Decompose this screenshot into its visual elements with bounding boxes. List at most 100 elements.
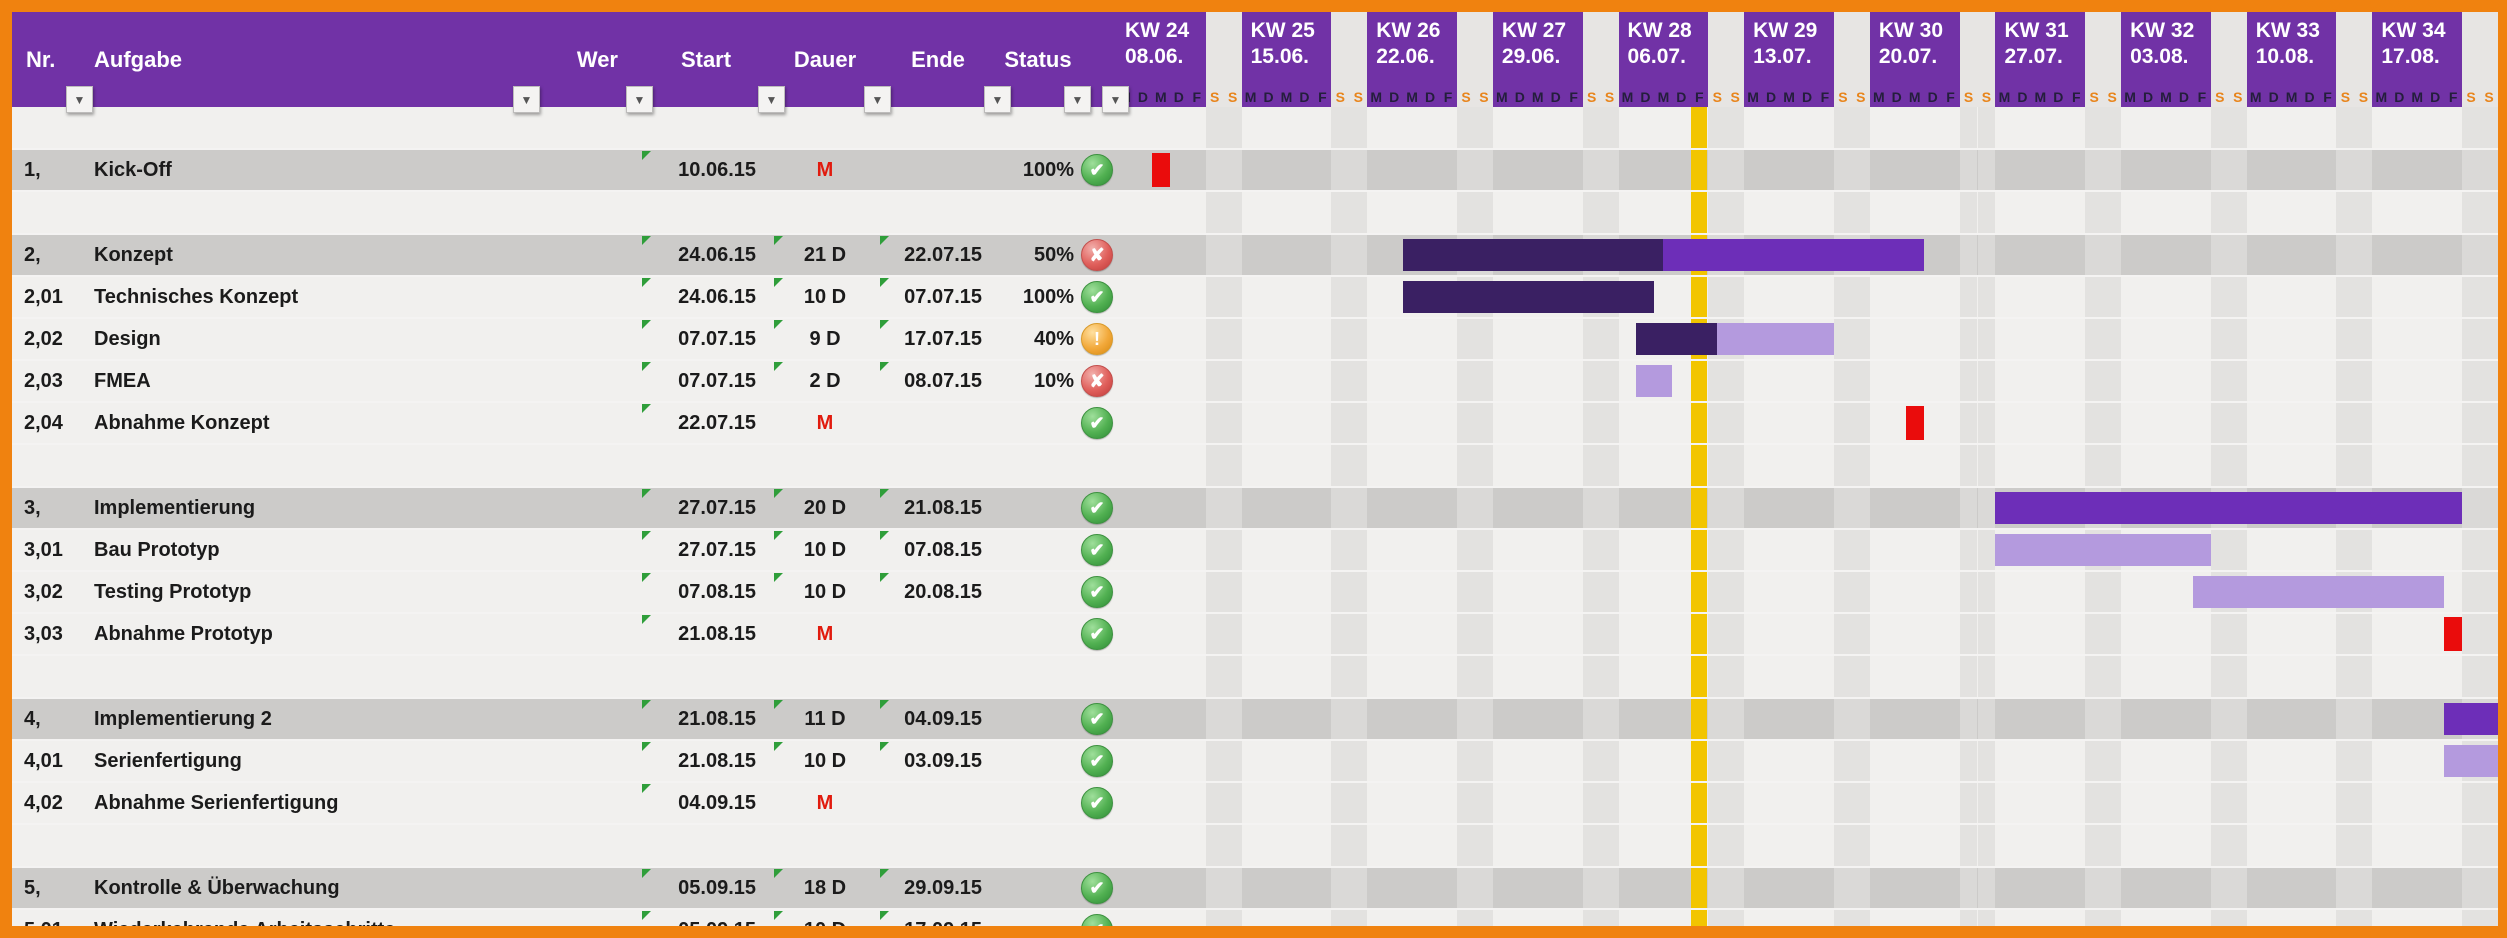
cell-wer[interactable] xyxy=(527,319,640,359)
cell-status-percent[interactable] xyxy=(998,488,1078,528)
cell-start[interactable]: 21.08.15 xyxy=(640,741,772,781)
cell-ende[interactable]: 07.08.15 xyxy=(878,530,998,570)
cell-ende[interactable] xyxy=(878,783,998,823)
cell-ende[interactable] xyxy=(878,656,998,697)
cell-status-icon[interactable] xyxy=(1078,192,1116,233)
cell-wer[interactable] xyxy=(527,235,640,275)
cell-task[interactable]: Technisches Konzept xyxy=(94,285,299,308)
cell-wer[interactable] xyxy=(527,192,640,233)
cell-status-icon[interactable] xyxy=(1078,656,1116,697)
cell-wer[interactable] xyxy=(527,107,640,148)
filter-button-wer[interactable]: ▼ xyxy=(626,86,653,113)
cell-dauer[interactable]: 21 D xyxy=(772,235,878,275)
cell-start[interactable] xyxy=(640,445,772,486)
cell-ende[interactable]: 22.07.15 xyxy=(878,235,998,275)
cell-wer[interactable] xyxy=(527,656,640,697)
cell-status-percent[interactable] xyxy=(998,741,1078,781)
cell-start[interactable]: 22.07.15 xyxy=(640,403,772,443)
cell-dauer[interactable]: 18 D xyxy=(772,868,878,908)
cell-wer[interactable] xyxy=(527,741,640,781)
column-header-status[interactable]: Status ▼ xyxy=(998,12,1091,113)
cell-ende[interactable] xyxy=(878,192,998,233)
filter-button-status[interactable]: ▼ xyxy=(1064,86,1091,113)
cell-dauer[interactable]: 20 D xyxy=(772,488,878,528)
cell-nr[interactable] xyxy=(12,445,80,486)
cell-wer[interactable] xyxy=(527,488,640,528)
cell-task[interactable] xyxy=(80,656,527,697)
cell-ende[interactable]: 20.08.15 xyxy=(878,572,998,612)
cell-start[interactable] xyxy=(640,656,772,697)
column-header-ende[interactable]: Ende ▼ xyxy=(878,12,1011,113)
cell-status-percent[interactable]: 50% xyxy=(1033,243,1074,266)
column-header-dauer[interactable]: Dauer ▼ xyxy=(772,12,891,113)
cell-status-percent[interactable]: 100% xyxy=(1022,285,1074,308)
cell-dauer[interactable] xyxy=(772,656,878,697)
cell-task[interactable]: FMEA xyxy=(94,369,151,392)
cell-task[interactable]: Implementierung 2 xyxy=(94,707,272,730)
column-header-aufgabe[interactable]: Aufgabe ▼ xyxy=(80,12,540,113)
cell-dauer[interactable]: 10 D xyxy=(772,910,878,926)
cell-ende[interactable]: 08.07.15 xyxy=(878,361,998,401)
cell-ende[interactable] xyxy=(878,614,998,654)
cell-dauer[interactable]: 11 D xyxy=(772,699,878,739)
cell-start[interactable]: 27.07.15 xyxy=(640,530,772,570)
cell-status-percent[interactable] xyxy=(998,910,1078,926)
cell-task[interactable]: Abnahme Serienfertigung xyxy=(94,791,339,814)
cell-wer[interactable] xyxy=(527,825,640,866)
cell-ende[interactable]: 17.07.15 xyxy=(878,319,998,359)
cell-start[interactable]: 05.09.15 xyxy=(640,868,772,908)
cell-status-percent[interactable] xyxy=(998,192,1078,233)
cell-dauer[interactable]: 9 D xyxy=(772,319,878,359)
cell-nr[interactable]: 3, xyxy=(24,496,41,519)
cell-ende[interactable] xyxy=(878,150,998,190)
cell-start[interactable]: 21.08.15 xyxy=(640,614,772,654)
cell-start[interactable]: 21.08.15 xyxy=(640,699,772,739)
cell-dauer[interactable]: 10 D xyxy=(772,572,878,612)
cell-nr[interactable] xyxy=(12,107,80,148)
cell-start[interactable]: 07.07.15 xyxy=(640,361,772,401)
cell-status-icon[interactable]: ✘ xyxy=(1078,361,1116,401)
cell-status-icon[interactable]: ✔ xyxy=(1078,572,1116,612)
cell-status-percent[interactable]: 100% xyxy=(1022,158,1074,181)
cell-ende[interactable] xyxy=(878,825,998,866)
cell-task[interactable]: Serienfertigung xyxy=(94,749,242,772)
cell-status-percent[interactable] xyxy=(998,445,1078,486)
cell-status-icon[interactable]: ✔ xyxy=(1078,530,1116,570)
cell-status-icon[interactable]: ✔ xyxy=(1078,910,1116,926)
cell-ende[interactable]: 17.09.15 xyxy=(878,910,998,926)
cell-nr[interactable]: 4,01 xyxy=(24,749,63,772)
column-header-start[interactable]: Start ▼ xyxy=(640,12,785,113)
cell-ende[interactable]: 03.09.15 xyxy=(878,741,998,781)
cell-wer[interactable] xyxy=(527,783,640,823)
cell-status-percent[interactable] xyxy=(998,530,1078,570)
cell-status-percent[interactable] xyxy=(998,868,1078,908)
cell-status-percent[interactable]: 10% xyxy=(1033,369,1074,392)
cell-status-icon[interactable] xyxy=(1078,445,1116,486)
cell-status-percent[interactable]: 40% xyxy=(1033,327,1074,350)
cell-ende[interactable] xyxy=(878,403,998,443)
cell-status-icon[interactable]: ! xyxy=(1078,319,1116,359)
cell-dauer[interactable] xyxy=(772,192,878,233)
cell-dauer[interactable]: M xyxy=(816,791,834,814)
filter-button-aufgabe[interactable]: ▼ xyxy=(513,86,540,113)
cell-nr[interactable]: 2,03 xyxy=(24,369,63,392)
cell-status-percent[interactable] xyxy=(998,825,1078,866)
cell-wer[interactable] xyxy=(527,403,640,443)
cell-status-icon[interactable]: ✔ xyxy=(1078,488,1116,528)
cell-nr[interactable]: 3,03 xyxy=(24,622,63,645)
cell-nr[interactable]: 5,01 xyxy=(12,910,80,927)
cell-status-icon[interactable]: ✔ xyxy=(1078,614,1116,654)
cell-task[interactable] xyxy=(80,192,527,233)
cell-nr[interactable]: 2,02 xyxy=(24,327,63,350)
cell-start[interactable]: 05.09.15 xyxy=(640,910,772,926)
cell-nr[interactable]: 4, xyxy=(24,707,41,730)
cell-status-percent[interactable] xyxy=(998,572,1078,612)
cell-status-icon[interactable]: ✔ xyxy=(1078,699,1116,739)
cell-start[interactable] xyxy=(640,192,772,233)
cell-start[interactable]: 24.06.15 xyxy=(640,235,772,275)
cell-task[interactable]: Wiederkehrende Arbeitsschritte xyxy=(80,910,527,927)
cell-status-icon[interactable] xyxy=(1078,825,1116,866)
cell-dauer[interactable]: M xyxy=(816,158,834,181)
cell-task[interactable]: Design xyxy=(94,327,161,350)
cell-task[interactable] xyxy=(80,445,527,486)
